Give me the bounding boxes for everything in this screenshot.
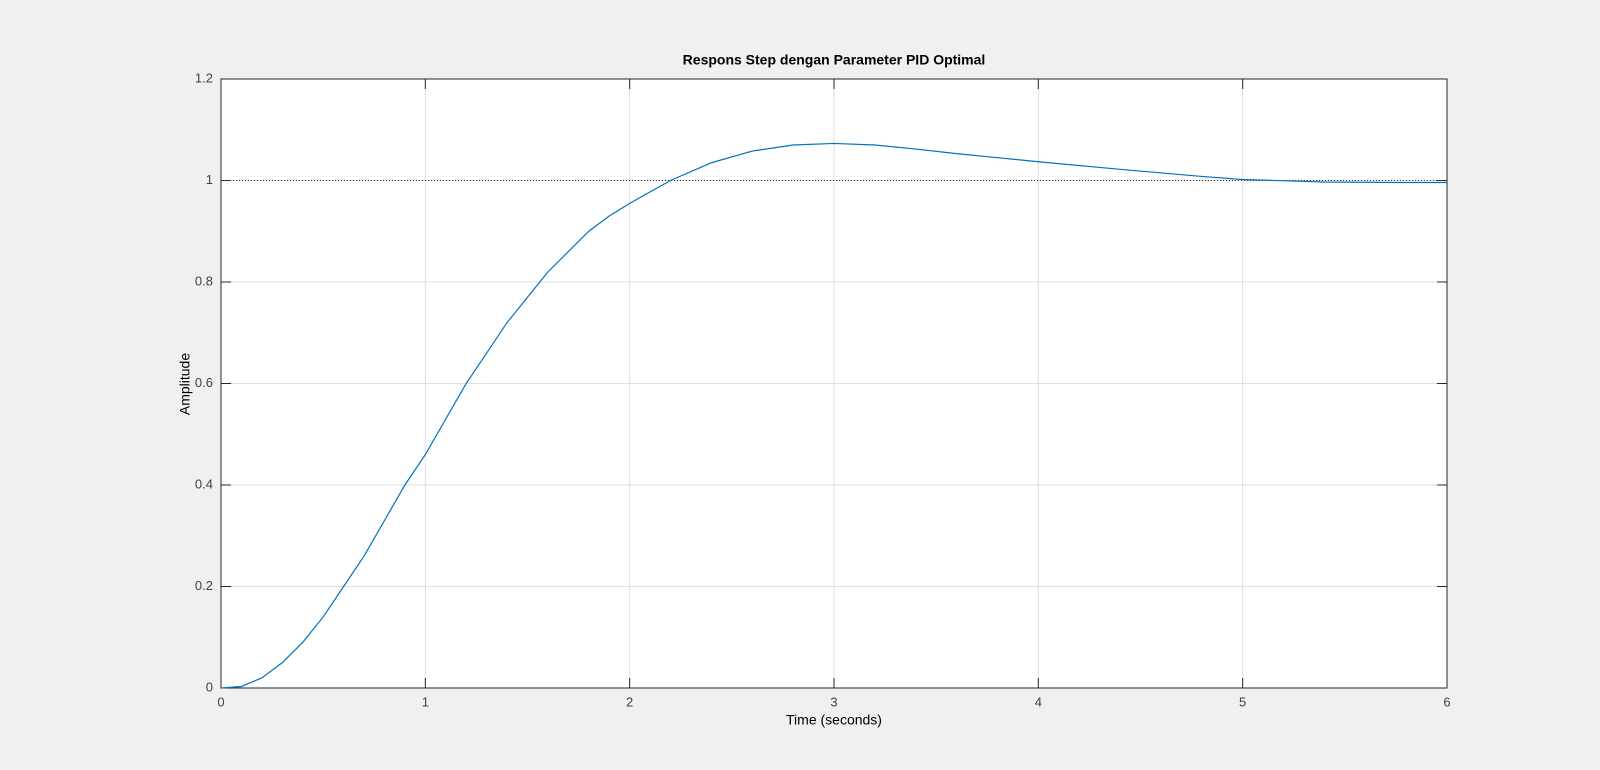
step-response-line: [220, 142, 1447, 689]
y-tick-label: 1.2: [195, 70, 213, 85]
x-tick-label: 2: [626, 694, 633, 709]
x-tick-label: 6: [1443, 694, 1450, 709]
y-tick-label: 0.6: [195, 375, 213, 390]
y-tick-label: 0.2: [195, 578, 213, 593]
y-tick-label: 0.8: [195, 273, 213, 288]
x-tick-label: 5: [1239, 694, 1246, 709]
axes-box: [220, 78, 1448, 689]
chart-title: Respons Step dengan Parameter PID Optima…: [683, 52, 986, 68]
x-tick-label: 0: [217, 694, 224, 709]
y-tick-label: 0: [206, 679, 213, 694]
x-axis-label: Time (seconds): [786, 712, 882, 728]
y-axis-label: Amplitude: [177, 353, 193, 415]
x-tick-label: 4: [1035, 694, 1042, 709]
y-tick-label: 1: [206, 172, 213, 187]
x-tick-label: 3: [830, 694, 837, 709]
y-tick-label: 0.4: [195, 476, 213, 491]
x-tick-label: 1: [422, 694, 429, 709]
